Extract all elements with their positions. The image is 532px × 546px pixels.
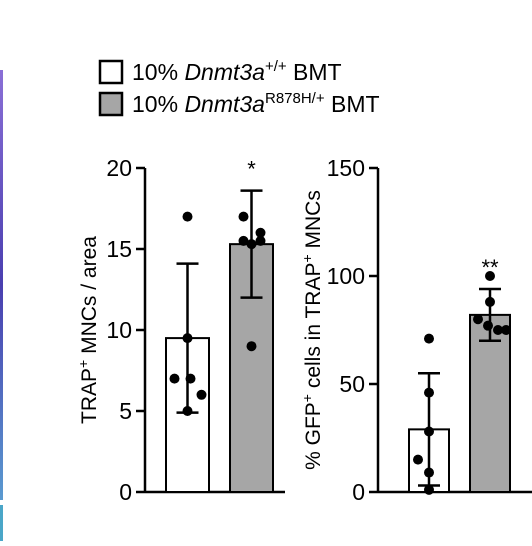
data-point-1-1	[485, 271, 495, 281]
y-tick-label-1: 0	[352, 479, 365, 505]
legend-gene: Dnmt3a	[184, 59, 265, 85]
data-point-0-0	[196, 389, 207, 400]
y-tick-label-1: 50	[339, 371, 365, 397]
y-tick-label-1: 100	[327, 263, 365, 289]
data-point-1-0	[424, 484, 434, 495]
data-point-1-1	[483, 320, 493, 331]
data-point-1-0	[424, 426, 434, 437]
legend-superscript: +/+	[265, 58, 287, 75]
y-label-part: MNCs	[302, 190, 325, 254]
data-point-0-1	[238, 211, 249, 222]
data-point-1-0	[424, 387, 434, 398]
data-point-1-1	[473, 314, 483, 325]
legend-suffix: BMT	[287, 59, 342, 85]
data-point-0-1	[255, 235, 266, 246]
legend-swatch-0	[98, 59, 124, 85]
data-point-1-1	[493, 325, 503, 335]
legend-prefix: 10%	[132, 91, 184, 117]
data-point-0-0	[182, 211, 193, 222]
legend-gene: Dnmt3a	[184, 91, 265, 117]
significance-label-1-1: **	[481, 255, 499, 280]
legend-superscript: R878H/+	[265, 90, 325, 107]
legend-swatch-1	[98, 91, 124, 117]
data-point-0-0	[169, 373, 180, 384]
data-point-0-1	[255, 227, 266, 238]
data-point-0-0	[182, 333, 193, 344]
data-point-1-0	[424, 333, 434, 344]
data-point-1-0	[413, 454, 423, 465]
legend-label-0: 10% Dnmt3a+/+ BMT	[132, 58, 342, 85]
data-point-1-0	[424, 467, 434, 478]
y-label-sup: +	[299, 394, 315, 402]
data-point-0-1	[246, 341, 257, 352]
bar-1-1	[469, 313, 511, 493]
left-edge-strip	[0, 70, 3, 500]
y-tick-label-1: 150	[327, 155, 365, 181]
y-label-sup: +	[75, 360, 91, 368]
y-tick-label-0: 10	[106, 317, 132, 343]
data-point-1-1	[485, 296, 495, 307]
y-label-part: % GFP	[302, 402, 325, 470]
significance-label-0-1: *	[247, 157, 256, 182]
left-edge-strip-bottom	[0, 505, 3, 541]
data-point-0-0	[182, 406, 193, 416]
y-tick-label-0: 0	[119, 479, 132, 505]
y-label-sup: +	[299, 254, 315, 262]
y-label-part: TRAP	[78, 368, 101, 424]
y-label-part: MNCs / area	[78, 236, 101, 360]
y-tick-label-0: 20	[106, 155, 132, 181]
y-axis-label-1: % GFP+ cells in TRAP+ MNCs	[299, 190, 325, 470]
y-tick-label-0: 15	[106, 236, 132, 262]
data-point-0-0	[185, 373, 196, 384]
legend-label-1: 10% Dnmt3aR878H/+ BMT	[132, 90, 380, 117]
legend-prefix: 10%	[132, 59, 184, 85]
legend-suffix: BMT	[325, 91, 380, 117]
y-tick-label-0: 5	[119, 398, 132, 424]
y-axis-label-0: TRAP+ MNCs / area	[75, 236, 101, 424]
y-label-part: cells in TRAP	[302, 262, 325, 394]
data-point-1-1	[501, 325, 511, 335]
data-point-0-1	[246, 239, 257, 250]
data-point-0-1	[238, 235, 249, 246]
